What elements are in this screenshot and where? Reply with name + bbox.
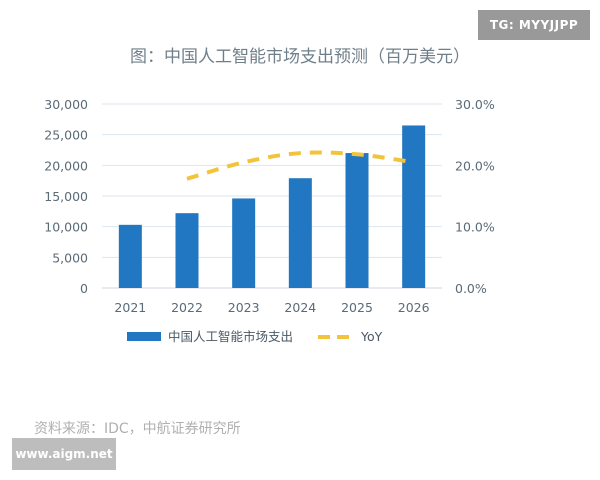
right-axis-labels: 0.0% 10.0% 20.0% 30.0% — [455, 97, 495, 296]
x-tick-label: 2025 — [341, 300, 373, 315]
bar-2024 — [288, 178, 312, 288]
left-tick-label: 5,000 — [52, 250, 88, 265]
x-axis-labels: 2021 2022 2023 2024 2025 2026 — [114, 300, 429, 315]
left-tick-label: 15,000 — [44, 189, 88, 204]
x-tick-label: 2022 — [171, 300, 203, 315]
x-tick-label: 2026 — [398, 300, 430, 315]
right-tick-label: 30.0% — [455, 97, 495, 112]
bar-2022 — [175, 213, 199, 288]
right-tick-label: 20.0% — [455, 158, 495, 173]
left-axis-labels: 0 5,000 10,000 15,000 20,000 25,000 30,000 — [44, 97, 88, 296]
yoy-line — [186, 150, 414, 181]
grid-lines — [102, 103, 442, 289]
legend: 中国人工智能市场支出 YoY — [127, 329, 383, 344]
x-tick-label: 2024 — [284, 300, 316, 315]
left-tick-label: 25,000 — [44, 128, 88, 143]
yoy-series — [186, 150, 414, 181]
left-tick-label: 10,000 — [44, 220, 88, 235]
right-tick-label: 0.0% — [455, 281, 487, 296]
legend-bar-swatch — [127, 332, 161, 341]
chart-title: 图：中国人工智能市场支出预测（百万美元） — [130, 47, 470, 67]
bar-2023 — [232, 198, 256, 288]
left-tick-label: 0 — [80, 281, 88, 296]
source-note: 资料来源：IDC，中航证券研究所 — [34, 421, 241, 437]
watermark: www.aigm.net — [12, 438, 116, 470]
bar-series — [118, 125, 426, 288]
x-tick-label: 2021 — [114, 300, 146, 315]
legend-bar-label: 中国人工智能市场支出 — [168, 329, 293, 344]
right-tick-label: 10.0% — [455, 220, 495, 235]
legend-line-label: YoY — [360, 329, 383, 344]
bar-2026 — [402, 125, 426, 288]
left-tick-label: 30,000 — [44, 97, 88, 112]
bar-2025 — [345, 153, 369, 288]
telegram-tag: TG: MYYJJPP — [478, 10, 590, 40]
left-tick-label: 20,000 — [44, 158, 88, 173]
x-tick-label: 2023 — [228, 300, 260, 315]
bar-2021 — [118, 224, 142, 288]
